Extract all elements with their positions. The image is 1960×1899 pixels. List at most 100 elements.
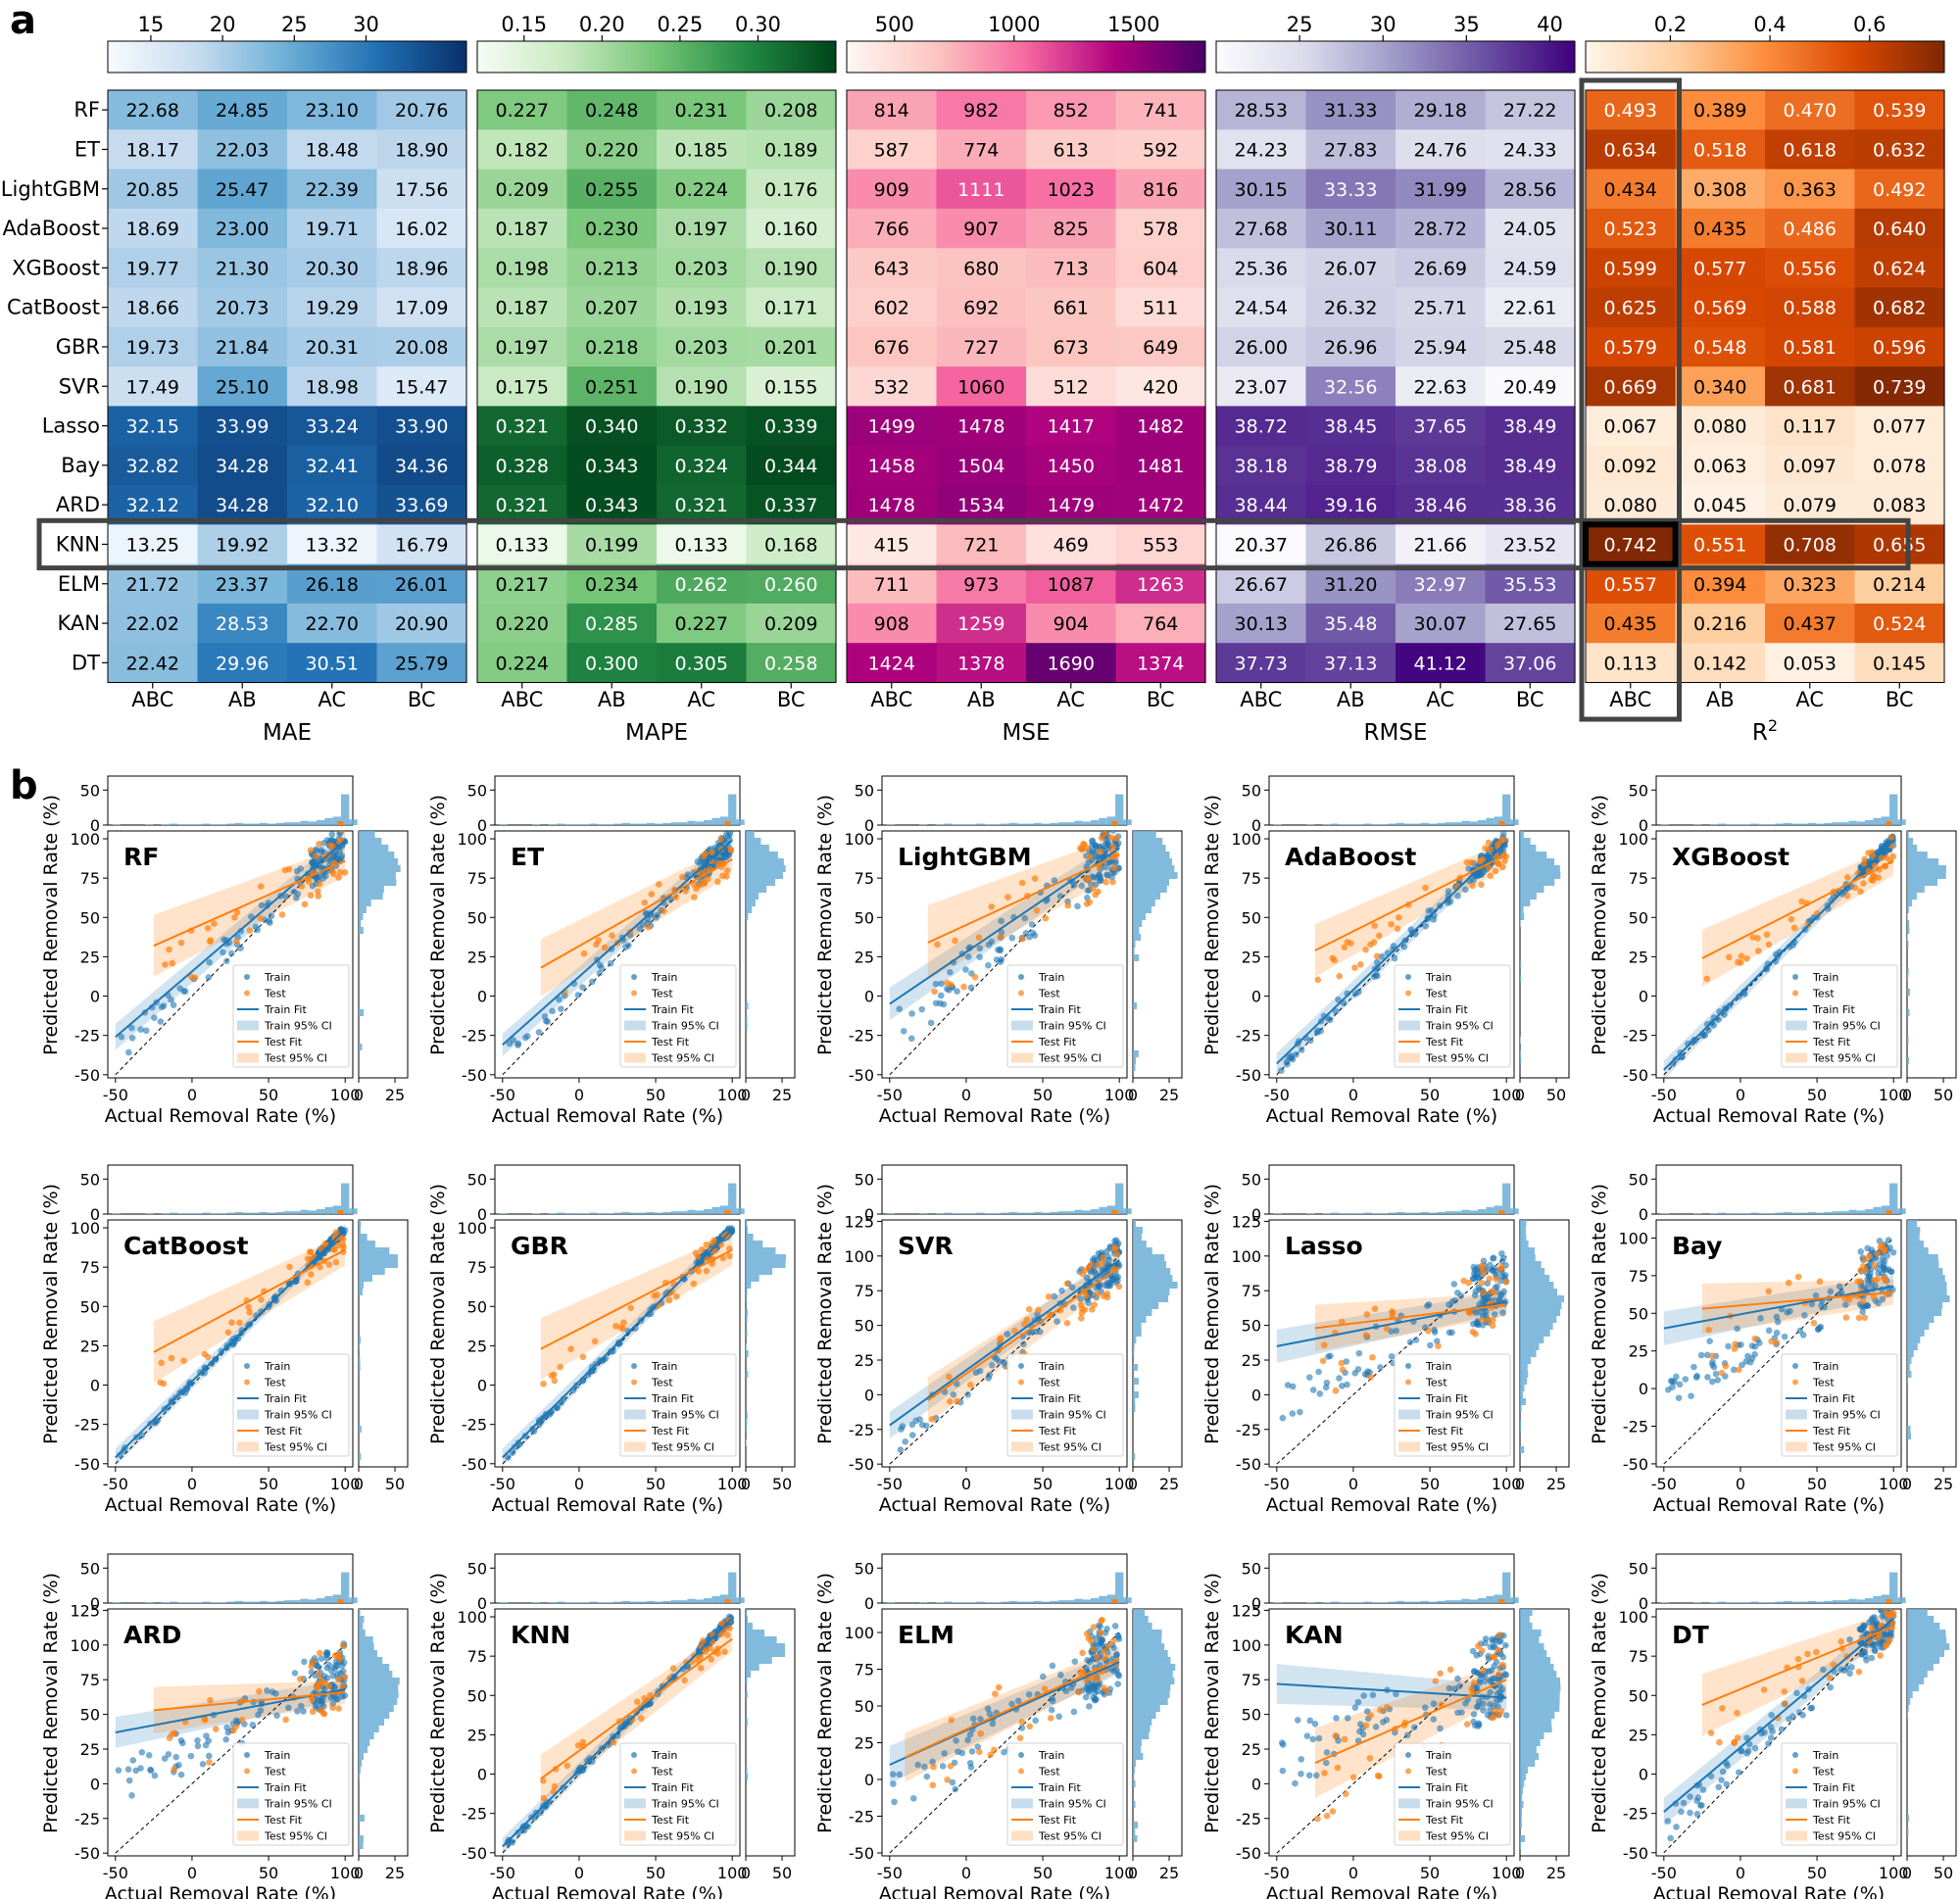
train-ci-band bbox=[1276, 1664, 1507, 1711]
scatter-plot-area bbox=[115, 1640, 349, 1854]
right-histogram-bar bbox=[1133, 1398, 1136, 1405]
heatmap-cell bbox=[1216, 603, 1307, 644]
cell-value: 0.207 bbox=[585, 298, 638, 319]
test-point bbox=[1367, 1374, 1375, 1381]
right-histogram-bar bbox=[359, 927, 364, 934]
test-point bbox=[928, 1415, 936, 1423]
legend-patch bbox=[1398, 1830, 1420, 1841]
scatter-plot-area bbox=[502, 831, 735, 1076]
heatmap-cell bbox=[936, 366, 1027, 407]
top-histogram-frame bbox=[494, 775, 741, 826]
right-histogram-bar bbox=[1133, 893, 1160, 900]
train-point bbox=[1721, 1011, 1728, 1018]
legend-marker bbox=[631, 1768, 637, 1775]
test-point bbox=[1341, 944, 1348, 950]
cell-value: 17.49 bbox=[126, 376, 179, 398]
right-histogram-bar bbox=[1133, 1050, 1139, 1057]
heatmap-mape: 0.15 0.20 0.25 0.300.227 0.248 0.231 0.2080.18… bbox=[476, 13, 837, 746]
cell-value: 0.201 bbox=[764, 337, 817, 359]
cell-value: 1478 bbox=[868, 495, 915, 516]
test-point bbox=[976, 1748, 983, 1756]
top-histogram-bar bbox=[1066, 1600, 1075, 1603]
right-histogram-bar bbox=[746, 1247, 776, 1254]
legend-label: Test 95% CI bbox=[264, 1052, 327, 1065]
legend-box bbox=[1781, 1353, 1898, 1457]
cell-value: 0.160 bbox=[764, 219, 817, 240]
legend-patch bbox=[1011, 1409, 1033, 1420]
cell-value: 33.33 bbox=[1324, 179, 1377, 201]
train-point bbox=[1437, 1725, 1444, 1732]
train-point bbox=[1105, 859, 1113, 866]
heatmap-cell bbox=[657, 248, 748, 289]
legend-label: Test 95% CI bbox=[651, 1052, 714, 1065]
top-histogram-bar bbox=[1388, 1212, 1396, 1214]
heatmap-cell bbox=[1586, 169, 1677, 210]
top-histogram-bar bbox=[210, 1213, 220, 1214]
train-point bbox=[125, 1048, 132, 1056]
model-title: RF bbox=[123, 843, 159, 871]
heatmap-cell bbox=[287, 169, 378, 210]
top-histogram-bar bbox=[959, 1602, 969, 1603]
train-point bbox=[1313, 1772, 1320, 1779]
test-point bbox=[1857, 888, 1864, 896]
cell-value: 20.30 bbox=[306, 258, 359, 279]
right-histogram-bar bbox=[746, 1671, 752, 1678]
legend-label: Train Fit bbox=[264, 1392, 307, 1405]
test-point bbox=[1871, 1261, 1879, 1269]
right-histogram-bar bbox=[746, 1643, 785, 1650]
right-histogram-bar bbox=[359, 1664, 390, 1671]
colorbar-mae bbox=[107, 40, 467, 73]
heatmap-cell bbox=[1675, 445, 1766, 486]
cell-value: 26.96 bbox=[1324, 337, 1377, 359]
test-point bbox=[1754, 948, 1762, 954]
test-point bbox=[1081, 1306, 1089, 1313]
right-histogram-bar bbox=[1907, 1268, 1943, 1275]
colorbar-r2 bbox=[1585, 40, 1945, 73]
train-point bbox=[294, 1708, 301, 1715]
legend-label: Train 95% CI bbox=[1812, 1409, 1881, 1422]
train-point bbox=[1069, 1284, 1076, 1291]
cell-value: 1479 bbox=[1048, 495, 1095, 516]
test-point bbox=[1479, 1647, 1486, 1654]
row-label-xgboost: XGBoost bbox=[12, 256, 100, 279]
cell-value: 0.579 bbox=[1604, 337, 1657, 359]
top-histogram-test-bar bbox=[1111, 1210, 1118, 1214]
right-histogram-bar bbox=[746, 1234, 754, 1241]
right-histogram-bar bbox=[1907, 934, 1908, 941]
top-histogram-bar bbox=[177, 824, 186, 825]
legend-label: Test bbox=[1425, 988, 1447, 1000]
right-histogram-bar bbox=[1520, 879, 1555, 886]
right-histogram-bar bbox=[1520, 865, 1560, 872]
heatmap-cell bbox=[1586, 445, 1677, 486]
cell-value: 0.305 bbox=[675, 653, 728, 674]
heatmap-cell bbox=[1586, 603, 1677, 644]
train-point bbox=[1356, 1728, 1363, 1735]
top-histogram-bar bbox=[1001, 823, 1009, 825]
cell-value: 22.68 bbox=[126, 100, 179, 122]
right-histogram-bar bbox=[1520, 1337, 1544, 1343]
y-tick-label: -25 bbox=[1623, 1418, 1648, 1436]
right-histogram-bar bbox=[1133, 1753, 1144, 1760]
test-point bbox=[1754, 935, 1761, 942]
cell-value: 0.625 bbox=[1604, 298, 1657, 319]
test-point bbox=[309, 1708, 317, 1716]
heatmap-cell bbox=[1026, 524, 1117, 565]
top-histogram-bar bbox=[670, 1600, 680, 1603]
test-point bbox=[1475, 1642, 1482, 1650]
test-point bbox=[1735, 958, 1741, 966]
heatmap-cell bbox=[1026, 169, 1117, 210]
right-histogram-bar bbox=[359, 865, 401, 872]
cell-value: 766 bbox=[874, 219, 909, 240]
train-point bbox=[258, 901, 266, 909]
right-histogram-bar bbox=[1133, 1282, 1178, 1289]
top-histogram-bar bbox=[112, 1213, 122, 1214]
train-point bbox=[290, 888, 298, 896]
right-histogram-bar bbox=[1133, 1385, 1135, 1391]
legend-label: Test 95% CI bbox=[1812, 1441, 1876, 1454]
legend-label: Test Fit bbox=[1425, 1814, 1464, 1826]
x-axis-label: Actual Removal Rate (%) bbox=[879, 1105, 1110, 1127]
heatmap-cell bbox=[847, 563, 938, 605]
test-point bbox=[1726, 953, 1733, 961]
test-point bbox=[228, 1319, 235, 1326]
train-point bbox=[268, 912, 275, 919]
